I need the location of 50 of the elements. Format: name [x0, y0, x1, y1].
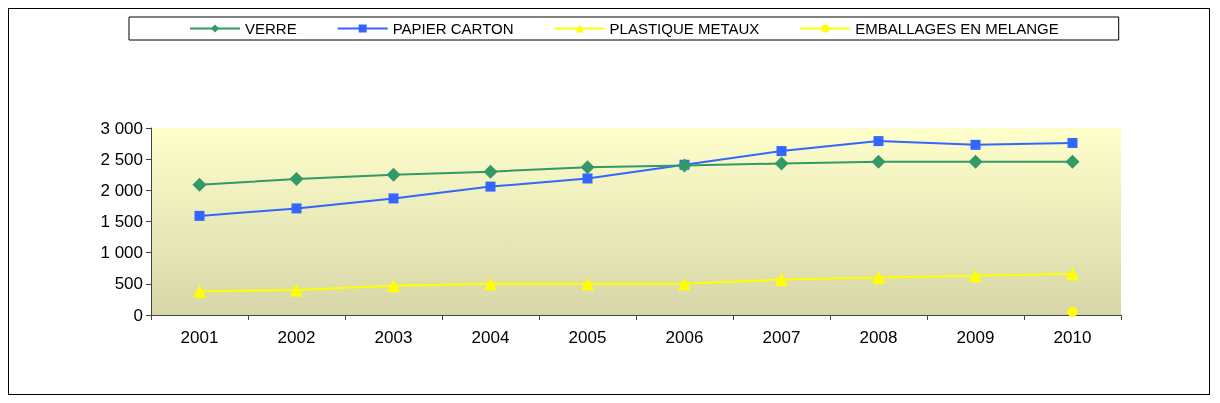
point — [970, 139, 981, 150]
legend-label: PAPIER CARTON — [392, 20, 514, 37]
point — [776, 146, 787, 157]
point — [193, 284, 206, 298]
point — [1067, 306, 1078, 317]
y-tick-label: 1 500 — [100, 212, 143, 231]
x-tick-label: 2008 — [859, 328, 898, 347]
y-tick-label: 1 000 — [100, 243, 143, 263]
y-tick-label: 500 — [114, 274, 143, 294]
x-tick-label: 2002 — [277, 328, 316, 347]
point — [1067, 137, 1078, 148]
point — [581, 277, 594, 291]
point — [484, 277, 497, 291]
point — [1066, 267, 1079, 281]
point — [483, 164, 498, 179]
point — [872, 271, 885, 285]
point — [871, 154, 886, 169]
x-tick-label: 2007 — [762, 328, 801, 347]
point — [1065, 154, 1080, 169]
y-tick-label: 2 000 — [100, 180, 143, 200]
x-tick-label: 2004 — [471, 328, 510, 347]
y-tick-label: 2 500 — [100, 149, 143, 169]
point — [969, 269, 982, 283]
x-tick-label: 2003 — [374, 328, 413, 347]
legend-label: EMBALLAGES EN MELANGE — [855, 20, 1059, 37]
y-tick-label: 0 — [133, 305, 143, 325]
point — [774, 156, 789, 171]
point — [386, 167, 401, 182]
x-tick-label: 2010 — [1053, 328, 1092, 347]
legend-label: VERRE — [245, 20, 297, 37]
point — [678, 277, 691, 291]
point — [291, 203, 302, 214]
point — [580, 160, 595, 175]
point — [192, 177, 207, 192]
point — [582, 173, 593, 184]
point — [968, 154, 983, 169]
x-tick-label: 2009 — [956, 328, 995, 347]
x-tick-label: 2006 — [665, 328, 704, 347]
point — [873, 136, 884, 147]
point — [290, 283, 303, 297]
point — [388, 193, 399, 204]
x-tick-label: 2001 — [180, 328, 219, 347]
point — [775, 272, 788, 286]
point — [289, 172, 304, 187]
point — [387, 279, 400, 293]
point — [194, 210, 205, 221]
y-tick-label: 3 000 — [100, 118, 143, 138]
legend-label: PLASTIQUE METAUX — [609, 20, 760, 37]
x-tick-label: 2005 — [568, 328, 607, 347]
point — [485, 181, 496, 192]
